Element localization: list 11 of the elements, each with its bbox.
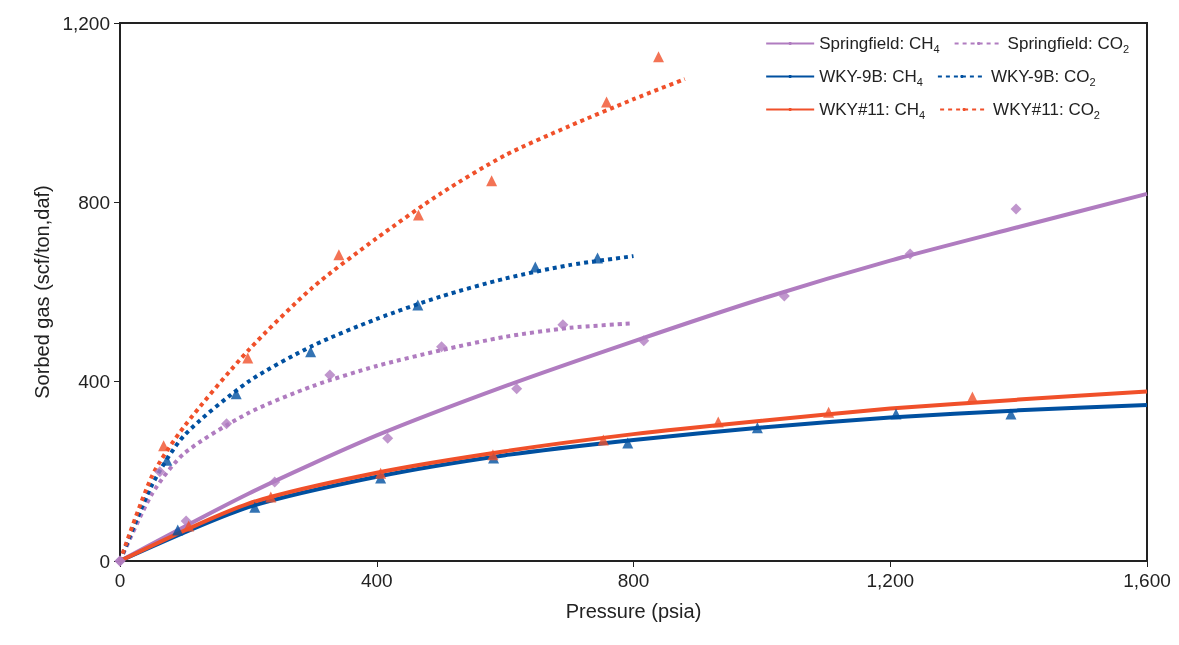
x-axis-title: Pressure (psia)	[565, 600, 702, 622]
y-tick-label: 0	[99, 550, 110, 572]
x-tick-label: 800	[617, 570, 650, 591]
y-tick-label: 1,200	[62, 12, 110, 34]
y-axis-title: Sorbed gas (scf/ton,daf)	[30, 185, 53, 399]
x-tick-label: 1,200	[866, 570, 915, 591]
y-tick-label: 400	[78, 371, 110, 393]
y-tick-label: 800	[78, 191, 110, 213]
x-tick-label: 1,600	[1123, 570, 1171, 591]
x-tick-label: 400	[360, 570, 393, 591]
x-tick-label: 0	[114, 570, 126, 591]
